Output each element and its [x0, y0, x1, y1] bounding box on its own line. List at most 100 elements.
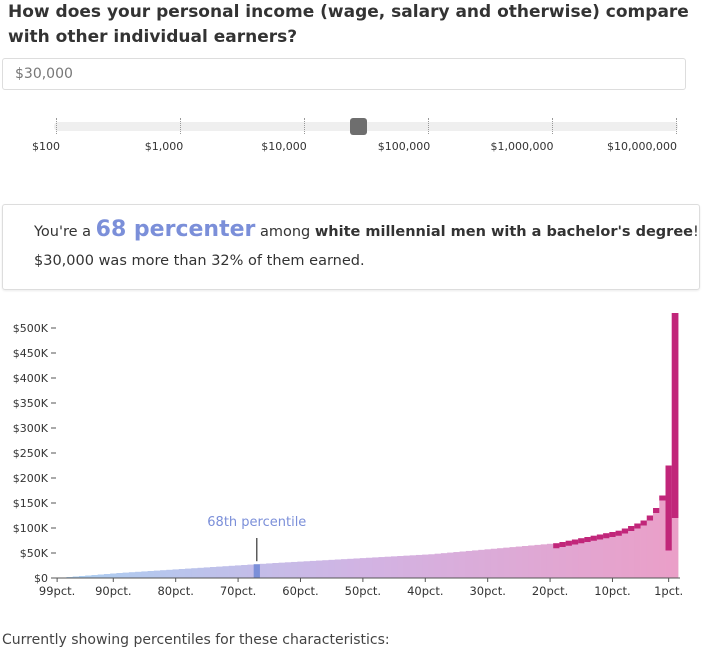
highlight-annotation: 68th percentile [207, 515, 306, 562]
bar [403, 555, 411, 578]
bar [665, 465, 673, 578]
bar [559, 542, 567, 578]
bar-cap [621, 528, 629, 534]
bar-fill [659, 495, 666, 578]
bar-fill [160, 570, 167, 578]
y-tick-label: $400K [13, 372, 49, 385]
bar [72, 576, 80, 578]
bar [490, 548, 498, 578]
slider-tick [304, 118, 305, 134]
bar [191, 568, 198, 578]
bar-fill [78, 576, 86, 578]
bar [653, 508, 660, 578]
bar [378, 557, 386, 578]
bar-fill [415, 554, 423, 578]
bar [590, 535, 598, 578]
bar [546, 543, 554, 578]
bar-fill [72, 576, 80, 578]
bar-series [60, 313, 679, 578]
bar [603, 533, 610, 578]
bar [522, 546, 529, 578]
bar-fill [472, 550, 479, 578]
x-tick-label: 20pct. [532, 584, 568, 598]
bar [472, 550, 479, 578]
bar [78, 576, 86, 578]
bar-fill [359, 558, 367, 578]
bar-fill [409, 555, 417, 578]
bar [584, 537, 592, 578]
bar-cap [559, 542, 567, 547]
income-input[interactable] [2, 58, 686, 90]
bar-fill [316, 560, 323, 578]
bar-fill [653, 508, 660, 578]
y-tick-label: $100K [13, 522, 49, 535]
characteristics-note: Currently showing percentiles for these … [2, 632, 390, 648]
bar [178, 569, 186, 578]
bar [241, 565, 248, 578]
bar-fill [166, 569, 173, 578]
bar-fill [147, 571, 155, 578]
bar [447, 552, 454, 578]
question-heading: How does your personal income (wage, sal… [8, 2, 689, 47]
bar [440, 553, 448, 578]
bar-cap [590, 535, 598, 541]
slider-label-1000000: $1,000,000 [490, 140, 554, 153]
bar-fill [628, 526, 635, 578]
bar [484, 549, 492, 578]
bar-cap [578, 538, 585, 544]
bar-fill [390, 556, 398, 578]
demographic-group: white millennial men with a bachelor's d… [314, 224, 693, 240]
y-tick-label: $200K [13, 472, 49, 485]
bar [553, 543, 560, 578]
bar-fill [353, 558, 361, 578]
highlight-label: 68th percentile [207, 515, 306, 530]
bar [316, 560, 323, 578]
x-tick-label: 10pct. [594, 584, 630, 598]
bar-fill [422, 554, 429, 578]
slider-tick [428, 118, 429, 134]
bar-fill [253, 564, 261, 578]
bar-cap [603, 533, 610, 539]
bar-fill [110, 573, 117, 578]
bar [465, 550, 473, 578]
result-summary: You're a 68 percenter among white millen… [34, 217, 699, 242]
bar-cap [596, 534, 604, 540]
bar-fill [559, 542, 567, 578]
bar-fill [85, 575, 92, 578]
bar [434, 553, 442, 578]
y-tick-label: $350K [13, 397, 49, 410]
bar [571, 539, 579, 578]
slider-thumb[interactable] [349, 118, 367, 135]
x-tick-label: 70pct. [220, 584, 256, 598]
bar-fill [247, 564, 255, 578]
percentile-income-chart: $500K $450K $400K $350K $300K $250K $200K $150K… [13, 313, 683, 598]
bar-fill [634, 523, 641, 578]
bar [659, 495, 666, 578]
bar-fill [640, 520, 648, 578]
bar-fill [384, 556, 392, 578]
result-suffix: ! [693, 224, 699, 240]
bar [422, 554, 429, 578]
bar-fill [341, 559, 348, 578]
bar-fill [153, 570, 161, 578]
y-tick-label: $300K [13, 422, 49, 435]
bar [160, 570, 167, 578]
bar-fill [210, 567, 217, 578]
bar [166, 569, 173, 578]
bar-fill [578, 538, 585, 578]
bar [253, 564, 261, 578]
bar [503, 547, 510, 578]
bar-cap [634, 523, 641, 529]
bar-fill [222, 566, 230, 578]
bar [366, 557, 373, 578]
income-slider[interactable]: $100 $1,000 $10,000 $100,000 $1,000,000 … [0, 108, 702, 168]
bar-cap [659, 495, 666, 501]
bar-fill [372, 557, 379, 578]
bar [640, 520, 648, 578]
bar-fill [234, 565, 242, 578]
bar-fill [322, 560, 329, 578]
bar [428, 554, 436, 578]
bar [284, 562, 292, 578]
bar-cap [646, 515, 654, 521]
bar-cap [571, 539, 579, 545]
